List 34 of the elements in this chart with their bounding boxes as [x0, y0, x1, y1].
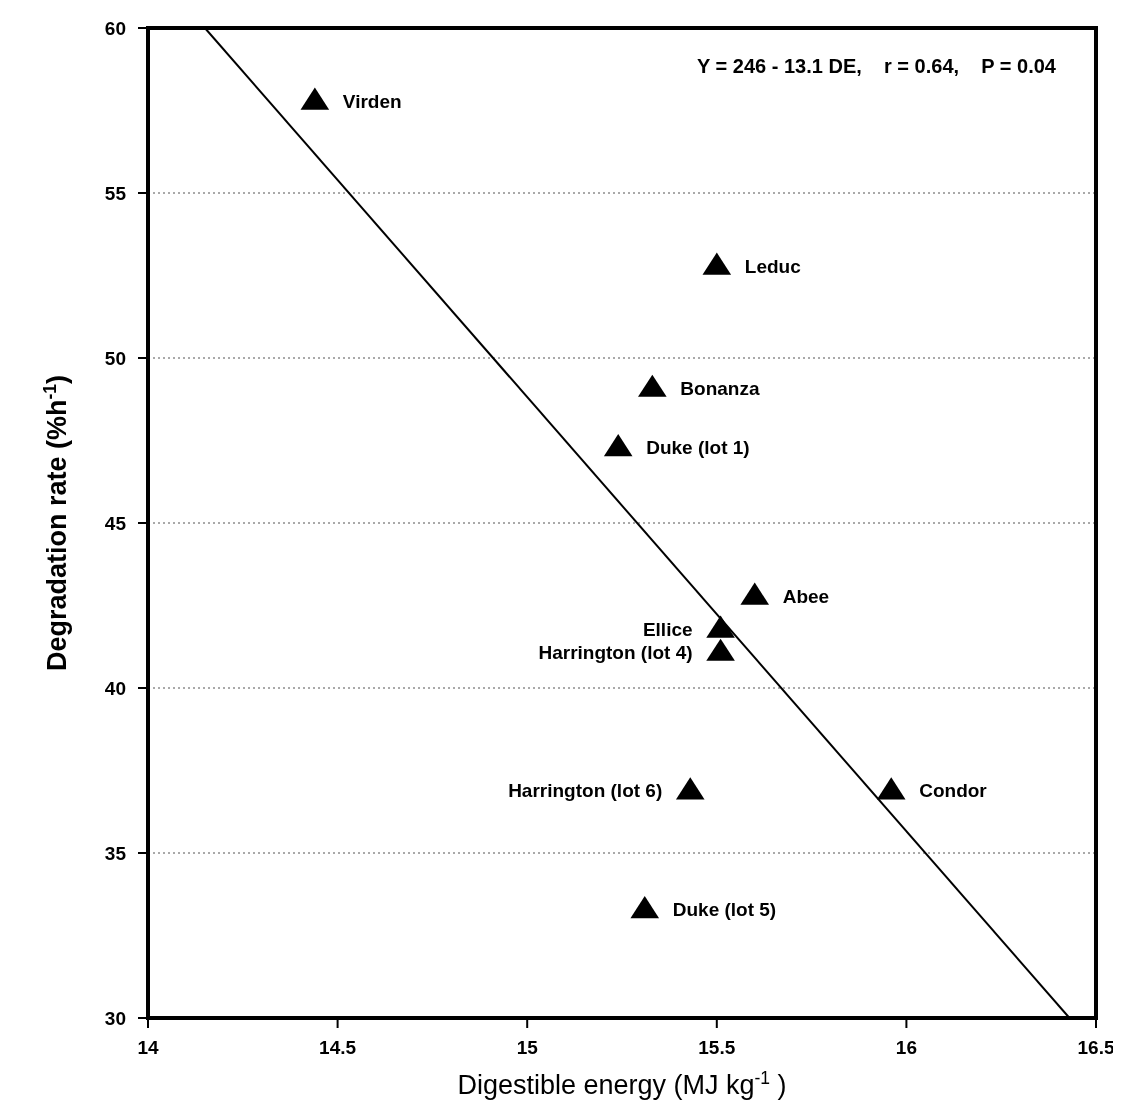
point — [702, 252, 732, 275]
point — [630, 896, 660, 919]
y-tick-label: 45 — [104, 513, 127, 534]
annotation: Duke (lot 5) — [672, 899, 777, 921]
y-tick-label: 60 — [104, 18, 126, 39]
annotation: Virden — [342, 90, 402, 112]
annotation: Duke (lot 1) — [646, 437, 750, 459]
point — [740, 582, 770, 605]
x-tick-label: 15.5 — [698, 1037, 736, 1058]
point — [706, 638, 735, 661]
annotation: Harrington (lot 6) — [508, 780, 663, 802]
x-tick-label: 14.5 — [319, 1037, 357, 1058]
y-tick-label: 40 — [104, 678, 126, 699]
annotation: Bonanza — [680, 377, 760, 399]
annotation: Condor — [919, 780, 988, 802]
point — [603, 434, 633, 457]
point — [675, 777, 705, 800]
point — [300, 87, 330, 110]
point — [638, 374, 667, 397]
y-tick-label: 55 — [104, 183, 127, 204]
annotation: Y = 246 - 13.1 DE, r = 0.64, P = 0.04 — [697, 55, 1057, 77]
x-tick-label: 16 — [895, 1037, 917, 1058]
y-tick-label: 50 — [104, 348, 126, 369]
annotation: Abee — [782, 585, 830, 607]
x-tick-label: 15 — [516, 1037, 539, 1058]
x-axis-title: Digestible energy (MJ kg$^{-1}$ ) — [457, 1068, 787, 1100]
y-tick-label: 30 — [104, 1008, 126, 1029]
point — [706, 615, 735, 638]
x-tick-label: 14 — [137, 1037, 159, 1058]
annotation: Leduc — [744, 255, 802, 277]
annotation: Harrington (lot 4) — [538, 641, 693, 663]
point — [876, 777, 906, 800]
y-tick-label: 35 — [104, 843, 127, 864]
annotation: Ellice — [642, 618, 693, 640]
